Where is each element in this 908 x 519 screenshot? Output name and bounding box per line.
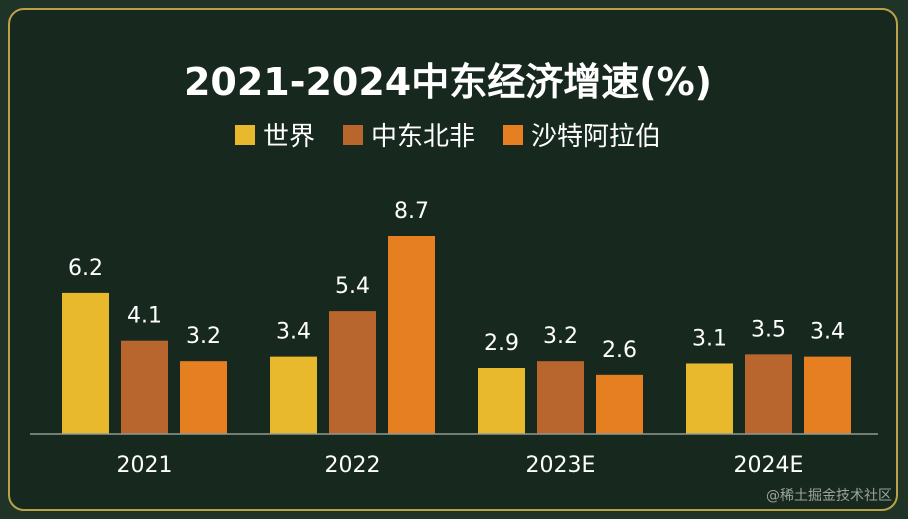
bar-2021-3: [180, 361, 227, 434]
bar-2023E-3: [596, 374, 643, 434]
bar-2024E-1: [686, 363, 733, 434]
data-label-2024E-2: 3.5: [751, 317, 786, 342]
data-label-2024E-3: 3.4: [810, 320, 845, 345]
data-label-2022-2: 5.4: [335, 274, 370, 299]
data-labels-group: 6.2 4.1 3.2 3.4 5.4 8.7 2.9 3.2 2.6 3.1 3.5 3.4: [68, 199, 845, 363]
legend-swatch-3: [503, 125, 523, 145]
chart-title: 2021-2024中东经济增速(%): [184, 60, 712, 104]
legend-label-2: 中东北非: [371, 122, 475, 152]
bar-2021-2: [121, 340, 168, 434]
legend-label-1: 世界: [263, 122, 315, 152]
data-label-2024E-1: 3.1: [692, 326, 727, 351]
bar-2022-1: [270, 356, 317, 434]
data-label-2023E-2: 3.2: [543, 324, 578, 349]
x-tick-label-2021: 2021: [117, 453, 173, 478]
data-label-2023E-1: 2.9: [484, 331, 519, 356]
data-label-2022-3: 8.7: [394, 199, 429, 224]
bar-2022-3: [388, 236, 435, 434]
bar-2024E-3: [804, 356, 851, 434]
bars-group: [62, 236, 851, 434]
watermark: @稀土掘金技术社区: [766, 488, 892, 504]
data-label-2023E-3: 2.6: [602, 338, 637, 363]
x-tick-label-2023E: 2023E: [526, 453, 596, 478]
bar-2023E-2: [537, 361, 584, 434]
data-label-2021-2: 4.1: [127, 304, 162, 329]
x-tick-label-2024E: 2024E: [734, 453, 804, 478]
legend-swatch-1: [235, 125, 255, 145]
legend-swatch-2: [343, 125, 363, 145]
bar-2022-2: [329, 311, 376, 434]
data-label-2021-3: 3.2: [186, 324, 221, 349]
x-tick-label-2022: 2022: [325, 453, 381, 478]
bar-2024E-2: [745, 354, 792, 434]
data-label-2021-1: 6.2: [68, 256, 103, 281]
bar-2021-1: [62, 292, 109, 434]
chart-legend: 世界 中东北非 沙特阿拉伯: [235, 122, 661, 152]
bar-2023E-1: [478, 368, 525, 434]
legend-label-3: 沙特阿拉伯: [531, 122, 661, 152]
data-label-2022-1: 3.4: [276, 320, 311, 345]
x-axis-tick-labels: 2021 2022 2023E 2024E: [117, 453, 804, 478]
